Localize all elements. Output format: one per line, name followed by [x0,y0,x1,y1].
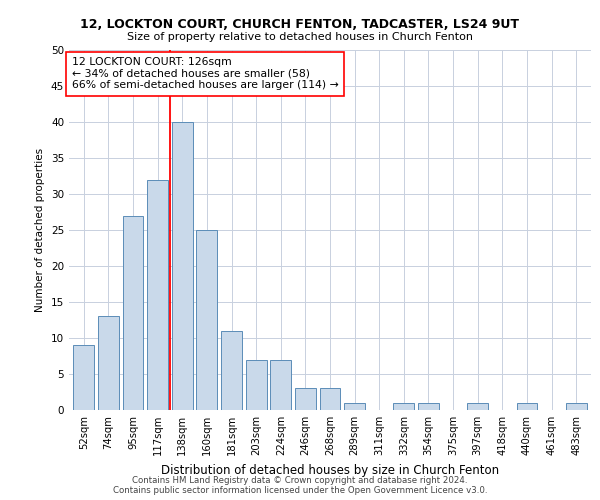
Y-axis label: Number of detached properties: Number of detached properties [35,148,46,312]
Bar [320,388,340,410]
Bar [270,360,291,410]
Bar [73,345,94,410]
Text: 12 LOCKTON COURT: 126sqm
← 34% of detached houses are smaller (58)
66% of semi-d: 12 LOCKTON COURT: 126sqm ← 34% of detach… [71,57,338,90]
Bar [566,403,587,410]
Bar [221,331,242,410]
Bar [394,403,415,410]
Text: Contains HM Land Registry data © Crown copyright and database right 2024.: Contains HM Land Registry data © Crown c… [132,476,468,485]
Bar [344,403,365,410]
Text: Contains public sector information licensed under the Open Government Licence v3: Contains public sector information licen… [113,486,487,495]
X-axis label: Distribution of detached houses by size in Church Fenton: Distribution of detached houses by size … [161,464,499,476]
Bar [467,403,488,410]
Bar [295,388,316,410]
Bar [418,403,439,410]
Bar [122,216,143,410]
Bar [147,180,168,410]
Text: Size of property relative to detached houses in Church Fenton: Size of property relative to detached ho… [127,32,473,42]
Bar [517,403,538,410]
Text: 12, LOCKTON COURT, CHURCH FENTON, TADCASTER, LS24 9UT: 12, LOCKTON COURT, CHURCH FENTON, TADCAS… [80,18,520,30]
Bar [245,360,266,410]
Bar [196,230,217,410]
Bar [172,122,193,410]
Bar [98,316,119,410]
